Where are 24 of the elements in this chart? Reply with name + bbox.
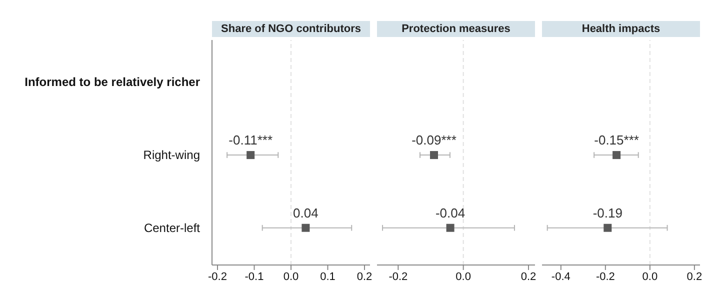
x-tick-label: 0.0	[642, 270, 658, 283]
x-tick-label: -0.2	[208, 270, 227, 283]
x-tick-label: 0.2	[686, 270, 702, 283]
y-tick-label: Right-wing	[143, 148, 200, 162]
chart-title: Protection measures	[377, 21, 535, 37]
x-tick-label: 0.1	[320, 270, 336, 283]
chart-title: Health impacts	[542, 21, 700, 37]
x-tick-label: -0.2	[388, 270, 408, 283]
data-label: -0.04	[435, 205, 466, 220]
y-tick-label: Center-left	[144, 220, 201, 235]
x-tick-label: -0.2	[596, 270, 615, 283]
chart-title: Share of NGO contributors	[212, 21, 370, 37]
x-tick-label: -0.4	[551, 270, 570, 283]
x-tick-label: 0.0	[283, 270, 299, 283]
x-tick-label: 0.0	[456, 270, 471, 283]
data-label: -0.15***	[594, 132, 639, 148]
x-tick-label: 0.2	[356, 270, 372, 283]
data-label: 0.04	[293, 205, 318, 220]
x-tick-label: -0.1	[244, 270, 264, 283]
data-label: -0.11***	[228, 132, 273, 148]
y-tick-label: Informed to be relatively richer	[24, 75, 200, 90]
data-label: -0.19	[592, 205, 622, 220]
x-tick-label: 0.2	[520, 270, 536, 283]
data-label: -0.09***	[412, 132, 456, 148]
